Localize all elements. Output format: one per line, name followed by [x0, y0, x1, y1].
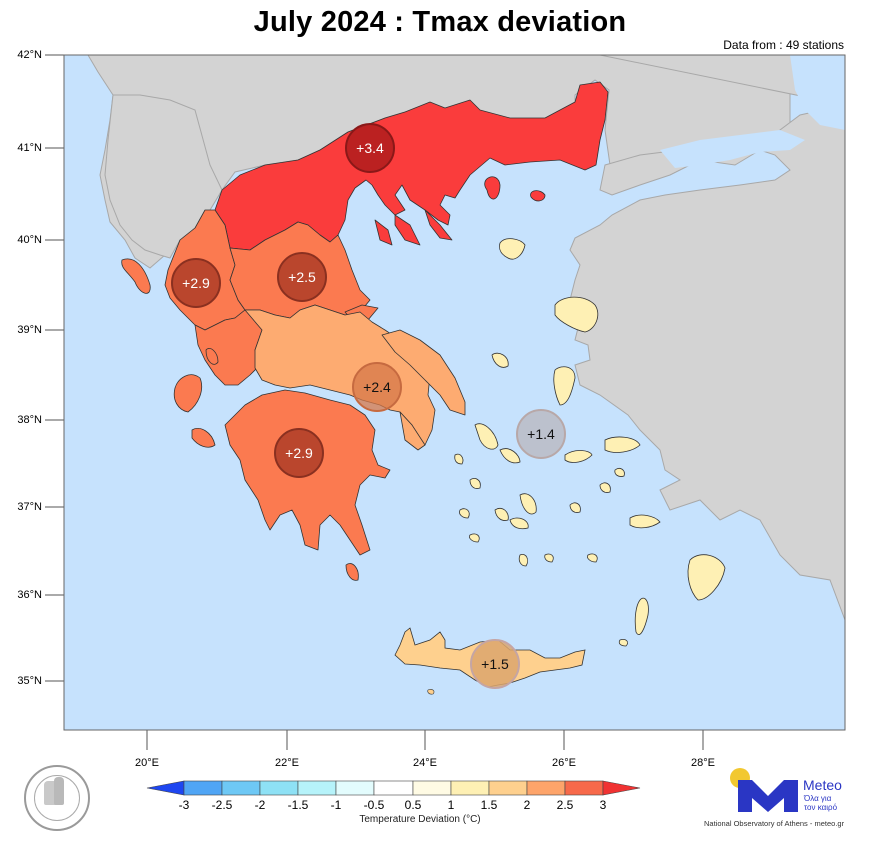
chart-title: July 2024 : Tmax deviation [253, 6, 627, 38]
colorbar-tick: -2 [254, 798, 266, 812]
colorbar-tick: -0.5 [363, 798, 385, 812]
footer-credit: National Observatory of Athens - meteo.g… [704, 819, 845, 828]
colorbar-high-arrow [602, 780, 641, 796]
marker-crete: +1.5 [470, 639, 520, 689]
colorbar-tick: 0.5 [404, 798, 422, 812]
meteo-tagline-line1: Όλα για [804, 794, 832, 803]
colorbar-title: Temperature Deviation (°C) [359, 814, 481, 825]
colorbar-low-arrow [146, 780, 185, 796]
lat-tick-38: 38°N [17, 414, 42, 426]
seal-ring-icon [34, 775, 80, 821]
marker-peloponnese: +2.9 [274, 428, 324, 478]
map-frame [63, 54, 846, 731]
meteo-tagline-line2: τον καιρό [804, 803, 838, 812]
black-sea [790, 55, 845, 130]
lon-tick-24: 24°E [413, 757, 437, 769]
crete-islet [427, 689, 435, 695]
svg-text:+1.4: +1.4 [527, 426, 555, 442]
meteo-brand-name: Meteo [803, 777, 842, 793]
marmara-sea [660, 130, 805, 168]
marker-thessaly: +2.5 [277, 252, 327, 302]
svg-text:+2.4: +2.4 [363, 379, 391, 395]
axis-ticks [45, 54, 704, 750]
marker-central-greece: +2.4 [352, 362, 402, 412]
meteo-m-logo-icon [738, 780, 798, 812]
lon-tick-20: 20°E [135, 757, 159, 769]
marker-epirus: +2.9 [171, 258, 221, 308]
colorbar-tick: -1.5 [287, 798, 309, 812]
colorbar-tick: 3 [599, 798, 607, 812]
region-aegean-islands [454, 238, 726, 647]
colorbar-tick: -1 [330, 798, 342, 812]
svg-text:+2.9: +2.9 [182, 275, 210, 291]
colorbar-tick: 1 [447, 798, 455, 812]
marker-aegean-islands: +1.4 [516, 409, 566, 459]
marker-macedonia-thrace: +3.4 [345, 123, 395, 173]
colorbar [146, 780, 641, 796]
observatory-seal-logo [24, 765, 90, 831]
svg-text:+3.4: +3.4 [356, 140, 384, 156]
svg-text:+2.5: +2.5 [288, 269, 316, 285]
colorbar-tick: -3 [178, 798, 190, 812]
lat-tick-36: 36°N [17, 589, 42, 601]
colorbar-tick: -2.5 [211, 798, 233, 812]
meteo-tagline: Όλα για τον καιρό [804, 794, 837, 812]
svg-text:+2.9: +2.9 [285, 445, 313, 461]
stations-count: Data from : 49 stations [723, 38, 844, 52]
lon-tick-22: 22°E [275, 757, 299, 769]
lat-tick-39: 39°N [17, 324, 42, 336]
neighbor-countries [87, 55, 845, 730]
svg-text:+1.5: +1.5 [481, 656, 509, 672]
seal-figure-icon [54, 777, 64, 805]
lat-tick-35: 35°N [17, 675, 42, 687]
lat-tick-37: 37°N [17, 501, 42, 513]
lat-tick-42: 42°N [17, 49, 42, 61]
lon-tick-26: 26°E [552, 757, 576, 769]
colorbar-tick: 2 [523, 798, 531, 812]
colorbar-tick: 2.5 [556, 798, 574, 812]
lat-tick-41: 41°N [17, 142, 42, 154]
colorbar-tick: 1.5 [480, 798, 498, 812]
lat-tick-40: 40°N [17, 234, 42, 246]
lon-tick-28: 28°E [691, 757, 715, 769]
